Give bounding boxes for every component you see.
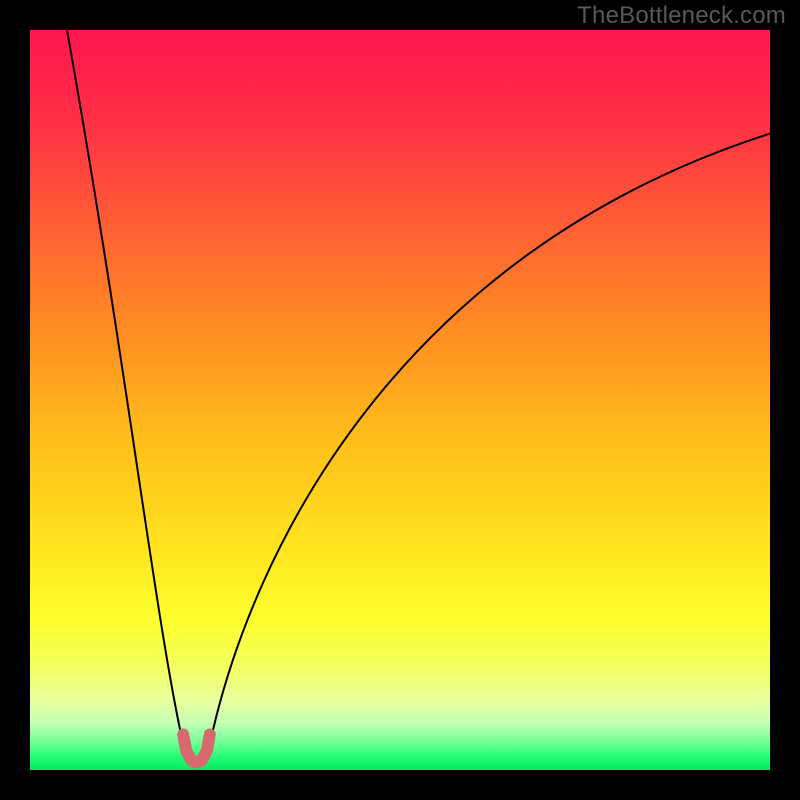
bottleneck-chart [0, 0, 800, 800]
chart-container: { "watermark": { "text": "TheBottleneck.… [0, 0, 800, 800]
watermark-text: TheBottleneck.com [577, 2, 786, 30]
plot-background [30, 30, 770, 770]
